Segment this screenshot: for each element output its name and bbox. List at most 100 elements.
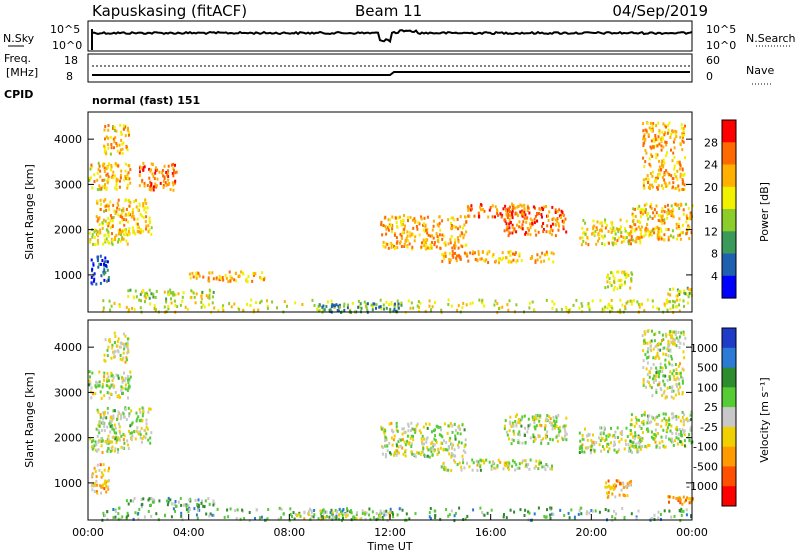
scatter-cell xyxy=(317,517,320,521)
velocity-patch-8 xyxy=(380,421,467,459)
scatter-cell xyxy=(681,134,684,138)
scatter-cell xyxy=(163,177,166,181)
scatter-cell xyxy=(119,123,122,127)
scatter-cell xyxy=(687,206,690,210)
scatter-cell xyxy=(517,439,520,443)
scatter-cell xyxy=(110,143,113,146)
scatter-cell xyxy=(103,144,106,148)
scatter-cell xyxy=(429,243,432,247)
scatter-cell xyxy=(110,237,113,241)
scatter-cell xyxy=(112,355,115,359)
scatter-cell xyxy=(149,407,152,411)
scatter-cell xyxy=(112,416,115,420)
scatter-cell xyxy=(93,173,96,177)
scatter-cell xyxy=(677,331,680,334)
scatter-cell xyxy=(303,517,306,521)
scatter-cell xyxy=(97,161,100,165)
scatter-cell xyxy=(439,517,442,521)
scatter-cell xyxy=(679,419,682,423)
scatter-cell xyxy=(476,259,479,263)
scatter-cell xyxy=(425,244,428,248)
scatter-cell xyxy=(554,423,557,427)
scatter-cell xyxy=(112,351,115,355)
scatter-cell xyxy=(649,232,652,236)
scatter-cell xyxy=(93,277,96,281)
scatter-cell xyxy=(127,350,130,353)
scatter-cell xyxy=(550,251,553,255)
colorbar-segment xyxy=(722,347,736,369)
scatter-cell xyxy=(682,332,685,336)
scatter-cell xyxy=(427,448,430,452)
scatter-cell xyxy=(313,513,316,517)
scatter-cell xyxy=(483,304,486,308)
scatter-cell xyxy=(629,428,632,432)
scatter-cell xyxy=(511,208,514,211)
scatter-cell xyxy=(336,308,339,312)
scatter-cell xyxy=(689,217,692,221)
scatter-cell xyxy=(117,240,119,244)
colorbar-segment xyxy=(722,120,736,143)
scatter-cell xyxy=(660,237,663,241)
scatter-cell xyxy=(533,512,536,516)
scatter-cell xyxy=(122,332,125,336)
scatter-cell xyxy=(681,132,684,136)
scatter-cell xyxy=(93,490,96,493)
scatter-cell xyxy=(102,299,105,303)
scatter-cell xyxy=(180,511,183,515)
scatter-cell xyxy=(610,305,613,308)
scatter-cell xyxy=(139,430,142,434)
scatter-cell xyxy=(627,443,630,447)
scatter-cell xyxy=(514,206,517,210)
scatter-cell xyxy=(572,303,575,307)
scatter-cell xyxy=(111,174,114,178)
scatter-cell xyxy=(219,276,222,280)
scatter-cell xyxy=(634,223,637,227)
scatter-cell xyxy=(681,181,684,185)
scatter-cell xyxy=(117,374,120,378)
scatter-cell xyxy=(98,384,101,388)
scatter-cell xyxy=(456,217,459,221)
scatter-cell xyxy=(386,444,389,448)
scatter-cell xyxy=(425,437,428,441)
scatter-cell xyxy=(100,471,103,475)
scatter-cell xyxy=(647,217,650,221)
scatter-cell xyxy=(382,224,385,227)
scatter-cell xyxy=(650,386,653,390)
scatter-cell xyxy=(521,415,524,419)
scatter-cell xyxy=(613,277,616,281)
scatter-cell xyxy=(460,468,463,472)
scatter-cell xyxy=(647,329,650,333)
scatter-cell xyxy=(172,507,175,511)
scatter-cell xyxy=(254,517,256,521)
scatter-cell xyxy=(411,452,414,456)
scatter-cell xyxy=(127,130,130,134)
scatter-cell xyxy=(622,486,625,489)
scatter-cell xyxy=(660,161,663,165)
scatter-cell xyxy=(114,162,117,165)
scatter-cell xyxy=(443,439,445,443)
scatter-cell xyxy=(642,137,645,141)
scatter-cell xyxy=(102,270,105,274)
scatter-cell xyxy=(581,236,584,240)
colorbar-tick-label: 28 xyxy=(704,136,718,149)
scatter-cell xyxy=(659,513,662,516)
scatter-cell xyxy=(678,233,681,237)
scatter-cell xyxy=(363,300,366,304)
scatter-cell xyxy=(672,207,675,211)
scatter-cell xyxy=(565,416,568,420)
scatter-cell xyxy=(463,428,466,432)
scatter-cell xyxy=(98,468,101,472)
scatter-cell xyxy=(120,385,123,389)
scatter-cell xyxy=(114,509,117,513)
scatter-cell xyxy=(89,437,92,441)
scatter-cell xyxy=(601,234,603,238)
scatter-cell xyxy=(139,292,142,296)
scatter-cell xyxy=(664,412,667,416)
scatter-cell xyxy=(136,426,139,430)
scatter-cell xyxy=(104,271,107,275)
scatter-cell xyxy=(222,309,225,312)
scatter-cell xyxy=(639,215,642,219)
scatter-cell xyxy=(628,446,631,450)
scatter-cell xyxy=(593,232,596,236)
scatter-cell xyxy=(195,513,198,517)
